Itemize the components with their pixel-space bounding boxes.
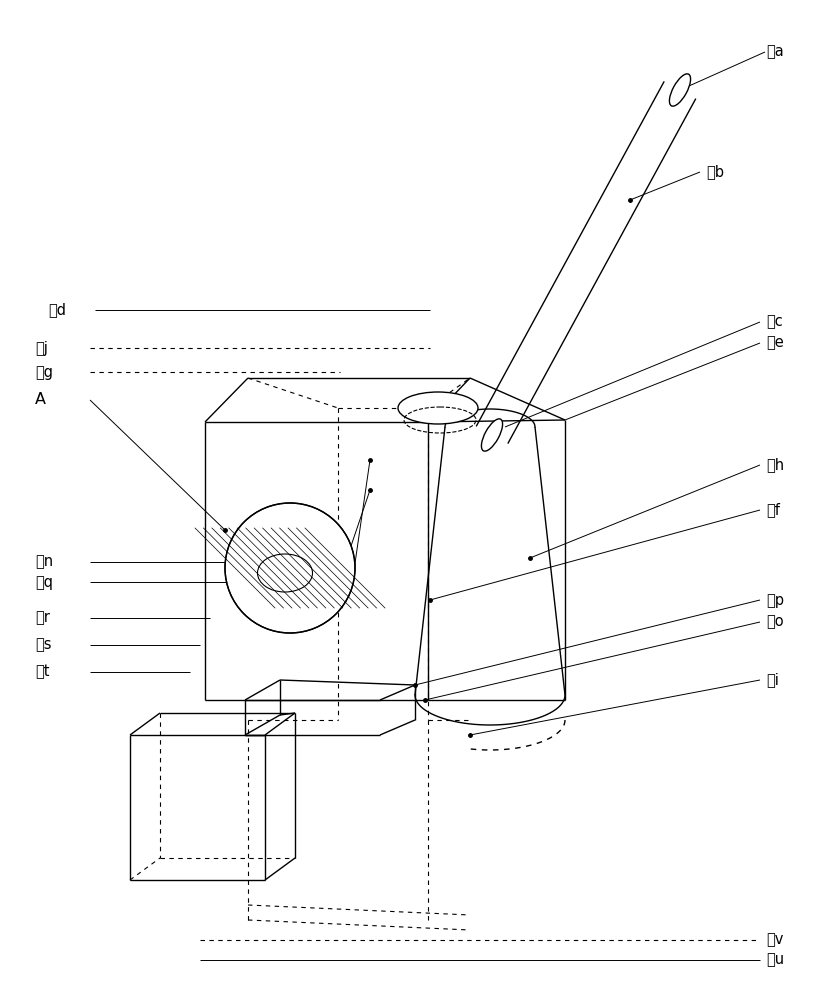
Text: 面o: 面o [766, 614, 784, 630]
Text: A: A [35, 392, 46, 408]
Text: 面a: 面a [766, 44, 784, 60]
Text: 面s: 面s [35, 638, 52, 652]
Text: 面q: 面q [35, 574, 53, 589]
Ellipse shape [669, 74, 690, 106]
Text: 面c: 面c [766, 314, 783, 330]
Text: 面r: 面r [35, 610, 50, 626]
Text: 面v: 面v [766, 932, 784, 948]
Text: 面e: 面e [766, 336, 784, 351]
Text: 面i: 面i [766, 672, 779, 688]
Text: 面n: 面n [35, 554, 53, 570]
Text: 面u: 面u [766, 952, 784, 968]
Text: 面d: 面d [48, 302, 66, 318]
Text: 面p: 面p [766, 592, 784, 607]
Text: 面h: 面h [766, 458, 784, 473]
Text: 面f: 面f [766, 502, 780, 518]
Circle shape [225, 503, 355, 633]
Ellipse shape [398, 392, 478, 424]
Text: 面g: 面g [35, 364, 53, 379]
Text: 面b: 面b [706, 164, 724, 180]
Text: 面j: 面j [35, 340, 48, 356]
Ellipse shape [482, 419, 503, 451]
Text: 面t: 面t [35, 664, 49, 680]
